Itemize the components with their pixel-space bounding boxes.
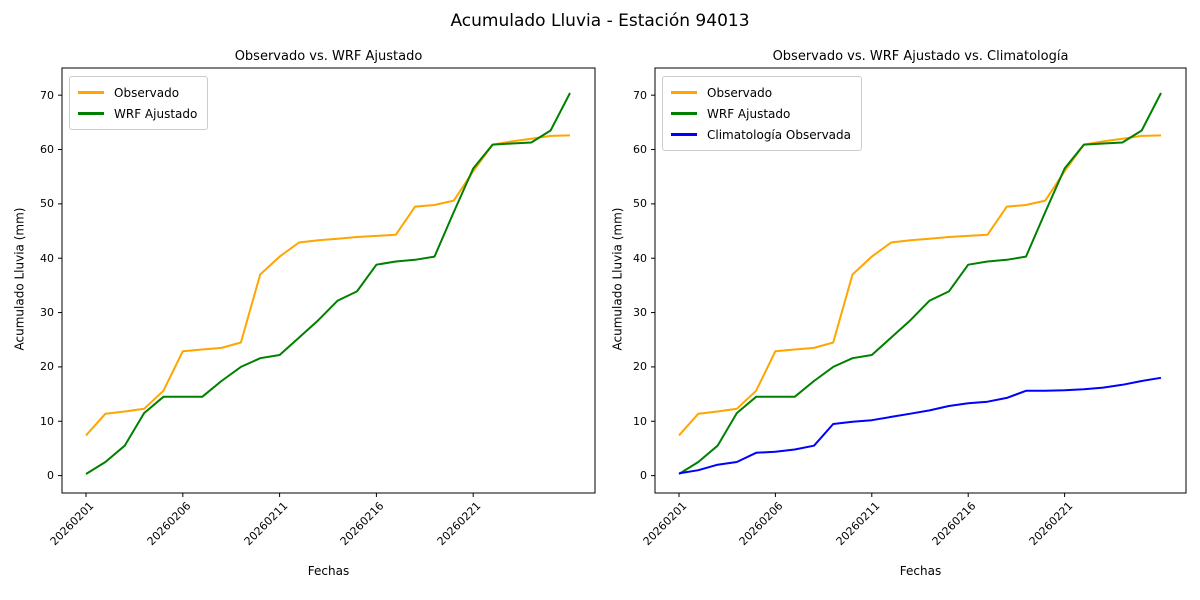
figure-title: Acumulado Lluvia - Estación 94013 [450,11,750,31]
legend-item: Climatología Observada [671,124,851,145]
legend-label: Observado [707,85,773,100]
y-tick-label: 20 [40,360,54,374]
legend-line-swatch [671,112,697,115]
legend-label: Climatología Observada [707,127,851,142]
series-line-wrf-ajustado [85,92,571,475]
y-tick-label: 40 [40,251,54,265]
x-axis-label-right: Fechas [899,564,942,578]
legend-label: WRF Ajustado [707,106,791,121]
y-tick-label: 0 [640,469,647,483]
legend-line-swatch [78,112,104,115]
legend-item: Observado [671,82,851,103]
subplot-title-left: Observado vs. WRF Ajustado [234,49,423,64]
legend-line-swatch [671,91,697,94]
y-tick-label: 10 [633,414,647,428]
legend-line-swatch [671,133,697,136]
y-tick-label: 20 [633,360,647,374]
y-axis-label-left: Acumulado Lluvia (mm) [12,207,27,351]
y-tick-label: 70 [40,88,54,102]
y-tick-label: 60 [40,143,54,157]
y-tick-label: 70 [633,88,647,102]
series-line-observado [85,134,571,437]
legend-label: Observado [114,85,180,100]
legend-item: WRF Ajustado [671,103,851,124]
y-tick-label: 50 [40,197,54,211]
series-line-observado [678,134,1162,437]
y-tick-label: 50 [633,197,647,211]
y-tick-label: 0 [47,469,54,483]
axes-frame [654,67,1187,494]
y-tick-label: 40 [633,251,647,265]
y-tick-label: 60 [633,143,647,157]
subplot-title-right: Observado vs. WRF Ajustado vs. Climatolo… [772,49,1069,64]
legend-label: WRF Ajustado [114,106,198,121]
y-tick-label: 10 [40,414,54,428]
series-line-wrf-ajustado [678,92,1162,475]
axes-frame [61,67,596,494]
series-line-climatolog-a-observada [678,376,1162,475]
y-tick-label: 30 [633,306,647,320]
x-axis-label-left: Fechas [307,564,350,578]
y-axis-label-right: Acumulado Lluvia (mm) [610,207,625,351]
legend-item: WRF Ajustado [78,103,197,124]
legend-item: Observado [78,82,197,103]
legend: Observado WRF Ajustado [69,76,209,130]
legend-line-swatch [78,91,104,94]
legend: Observado WRF Ajustado Climatología Observ… [662,76,862,151]
y-tick-label: 30 [40,306,54,320]
